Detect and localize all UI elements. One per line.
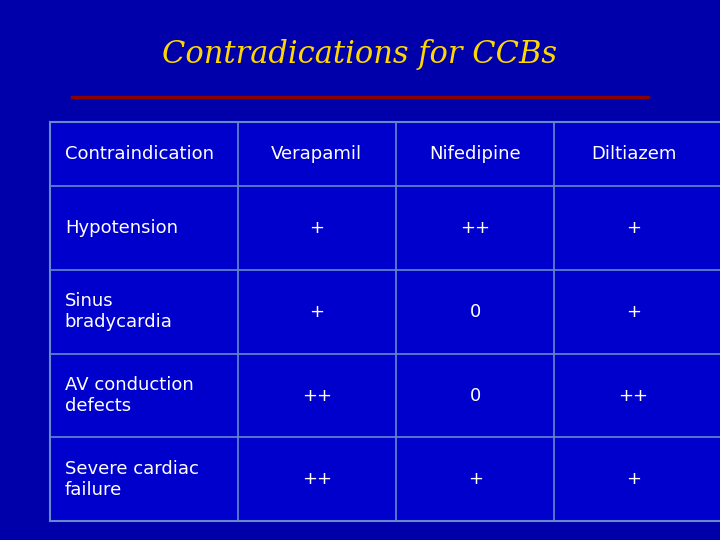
Text: 0: 0	[469, 387, 481, 404]
Text: AV conduction
defects: AV conduction defects	[65, 376, 194, 415]
Text: ++: ++	[302, 470, 332, 488]
Text: Verapamil: Verapamil	[271, 145, 362, 163]
Text: Contradications for CCBs: Contradications for CCBs	[163, 38, 557, 70]
Text: +: +	[310, 219, 324, 237]
Text: 0: 0	[469, 303, 481, 321]
Bar	[50, 122, 720, 521]
Text: Hypotension: Hypotension	[65, 219, 178, 237]
Text: Sinus
bradycardia: Sinus bradycardia	[65, 293, 173, 331]
Text: +: +	[626, 303, 641, 321]
Text: Nifedipine: Nifedipine	[429, 145, 521, 163]
Text: ++: ++	[618, 387, 649, 404]
Text: +: +	[626, 219, 641, 237]
Text: ++: ++	[302, 387, 332, 404]
Text: +: +	[626, 470, 641, 488]
Text: Contraindication: Contraindication	[65, 145, 214, 163]
Text: Diltiazem: Diltiazem	[591, 145, 676, 163]
Text: +: +	[310, 303, 324, 321]
Text: Severe cardiac
failure: Severe cardiac failure	[65, 460, 199, 498]
Text: +: +	[468, 470, 482, 488]
Text: ++: ++	[460, 219, 490, 237]
